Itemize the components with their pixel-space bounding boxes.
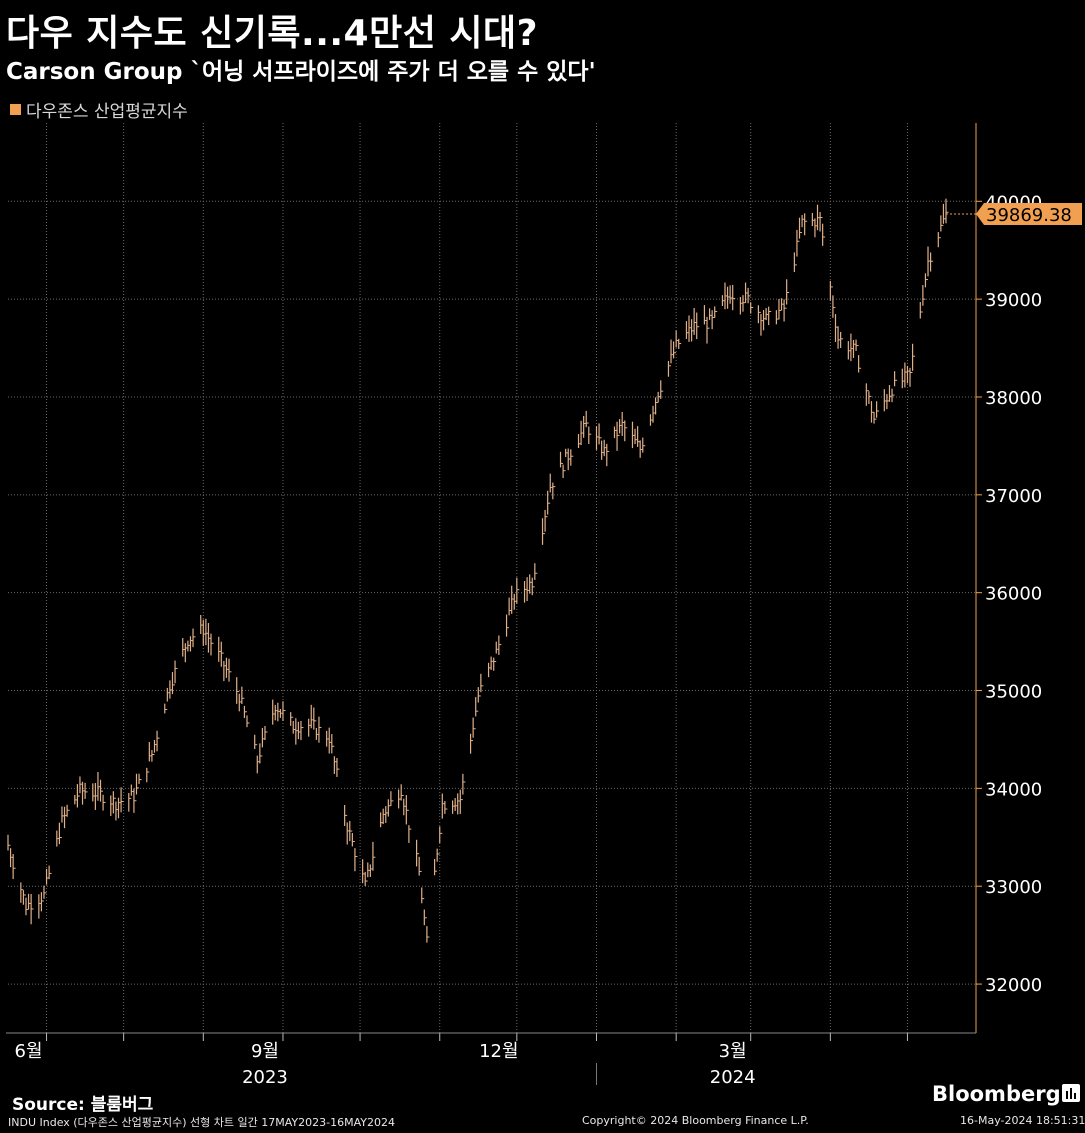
timestamp: 16-May-2024 18:51:31 [960,1114,1085,1127]
chart-subtitle: Carson Group `어닝 서프라이즈에 주가 더 오를 수 있다' [6,59,596,85]
y-tick-label: 35000 [985,682,1042,703]
legend-swatch [10,104,21,115]
y-tick-label: 37000 [985,486,1042,507]
legend: 다우존스 산업평균지수 [10,97,188,122]
y-tick-label: 34000 [985,779,1042,800]
bloomberg-icon [1062,1084,1080,1102]
brand-logo: Bloomberg [932,1082,1061,1106]
x-month-label: 9월 [251,1041,279,1062]
series-bars [7,198,949,943]
grid-layer [8,123,976,1033]
chart-title: 다우 지수도 신기록...4만선 시대? [6,13,538,54]
y-tick-label: 38000 [985,388,1042,409]
x-month-label: 12월 [479,1041,518,1062]
legend-label: 다우존스 산업평균지수 [26,102,188,122]
x-year-label: 2024 [710,1067,756,1088]
last-value-label: 39869.38 [986,205,1072,226]
y-axis: 32000 33000 34000 35000 36000 37000 38000 39000… [946,123,1082,1033]
copyright: Copyright© 2024 Bloomberg Finance L.P. [582,1114,809,1127]
y-tick-label: 36000 [985,584,1042,605]
y-tick-label: 39000 [985,290,1042,311]
x-year-label: 2023 [242,1067,288,1088]
y-tick-label: 32000 [985,975,1042,996]
x-month-label: 6월 [15,1041,43,1062]
y-tick-label: 33000 [985,877,1042,898]
source-note: Source: 블룸버그 [12,1095,154,1115]
x-axis: 6월 9월 12월 3월 2023 2024 [6,1032,976,1088]
chart-info: INDU Index (다우존스 산업평균지수) 선형 차트 일간 17MAY2… [8,1116,395,1129]
last-value-badge [976,203,1082,226]
x-month-label: 3월 [719,1041,747,1062]
